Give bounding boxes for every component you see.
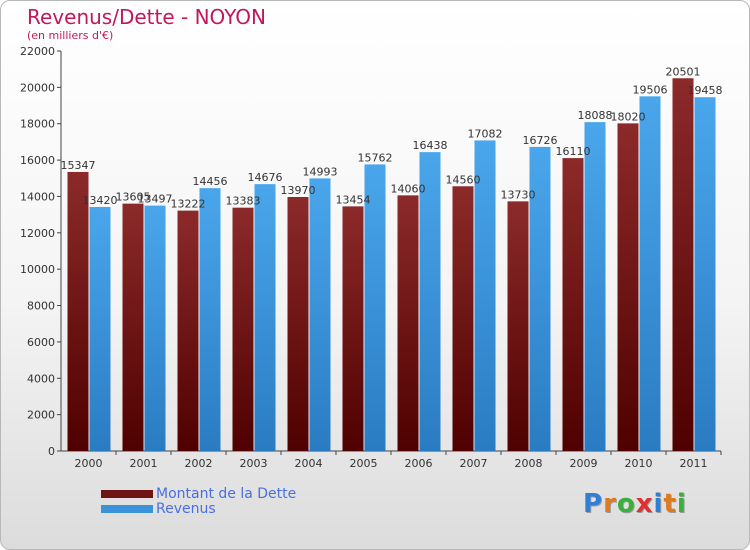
x-tick-label: 2004 [295, 457, 323, 470]
bar-revenus [199, 188, 221, 451]
x-tick-label: 2006 [405, 457, 433, 470]
data-label-revenus: 14993 [303, 165, 338, 178]
bars-layer [67, 78, 716, 452]
y-tick-label: 8000 [27, 300, 55, 313]
bar-revenus [474, 140, 496, 451]
data-label-dette: 15347 [61, 159, 96, 172]
data-label-dette: 18020 [611, 110, 646, 123]
logo-letter: i [676, 489, 687, 519]
bar-revenus [364, 164, 386, 451]
legend-label-dette: Montant de la Dette [156, 486, 297, 502]
data-label-revenus: 16438 [413, 139, 448, 152]
bar-revenus [419, 152, 441, 452]
y-tick-label: 10000 [20, 263, 55, 276]
legend-label-revenus: Revenus [156, 501, 216, 517]
bar-dette [342, 206, 364, 451]
data-label-dette: 16110 [556, 145, 591, 158]
data-label-revenus: 14676 [248, 171, 283, 184]
bar-revenus [584, 122, 606, 452]
x-tick-label: 2001 [130, 457, 158, 470]
x-tick-label: 2003 [240, 457, 268, 470]
bar-revenus [309, 178, 331, 451]
y-tick-label: 14000 [20, 190, 55, 203]
data-label-revenus: 15762 [358, 151, 393, 164]
bar-dette [672, 78, 694, 451]
data-label-dette: 14560 [446, 173, 481, 186]
logo-letter: r [603, 489, 617, 519]
x-tick-label: 2007 [460, 457, 488, 470]
bar-dette [177, 210, 199, 451]
y-tick-label: 2000 [27, 409, 55, 422]
data-label-revenus: 13497 [138, 193, 173, 206]
data-label-revenus: 19506 [633, 83, 668, 96]
data-label-revenus: 19458 [688, 84, 723, 97]
data-label-dette: 13730 [501, 188, 536, 201]
y-tick-label: 6000 [27, 336, 55, 349]
x-tick-label: 2009 [570, 457, 598, 470]
bar-dette [122, 203, 144, 451]
y-tick-label: 16000 [20, 154, 55, 167]
chart-title: Revenus/Dette - NOYON [27, 5, 267, 29]
logo-letter: P [583, 489, 604, 519]
bar-dette [452, 186, 474, 452]
x-tick-label: 2002 [185, 457, 213, 470]
x-tick-label: 2000 [75, 457, 103, 470]
x-tick-label: 2008 [515, 457, 543, 470]
data-label-dette: 13454 [336, 193, 371, 206]
logo-letter: x [635, 489, 654, 519]
data-label-dette: 13383 [226, 195, 261, 208]
y-tick-label: 4000 [27, 372, 55, 385]
data-label-revenus: 13420 [83, 194, 118, 207]
bar-revenus [694, 97, 716, 451]
y-tick-label: 0 [48, 445, 55, 458]
bar-revenus [254, 184, 276, 451]
legend-swatch-revenus [101, 505, 153, 513]
bar-revenus [144, 205, 166, 451]
logo-letter: t [663, 489, 677, 519]
data-label-revenus: 17082 [468, 127, 503, 140]
data-label-revenus: 16726 [523, 134, 558, 147]
bar-revenus [639, 96, 661, 451]
x-tick-label: 2011 [680, 457, 708, 470]
bar-dette [617, 123, 639, 451]
y-tick-label: 20000 [20, 81, 55, 94]
data-label-dette: 20501 [666, 65, 701, 78]
data-label-dette: 13970 [281, 184, 316, 197]
logo-letter: i [653, 489, 664, 519]
x-tick-label: 2010 [625, 457, 653, 470]
data-label-dette: 13605 [116, 191, 151, 204]
axes: 0 2000 4000 6000 8000 10000 12000 14000 16000 180… [20, 45, 722, 470]
data-label-revenus: 18088 [578, 109, 613, 122]
legend-swatch-dette [101, 490, 153, 498]
x-tick-label: 2005 [350, 457, 378, 470]
bar-dette [67, 171, 89, 452]
logo-letter: o [616, 489, 636, 519]
y-tick-label: 18000 [20, 118, 55, 131]
bar-revenus [89, 207, 111, 451]
bar-dette [397, 195, 419, 451]
data-label-dette: 14060 [391, 182, 426, 195]
bar-revenus [529, 146, 551, 451]
data-label-dette: 13222 [171, 198, 206, 211]
proxiti-logo: Proxiti [583, 489, 687, 519]
bar-dette [287, 197, 309, 451]
bar-dette [507, 201, 529, 451]
chart-subtitle: (en milliers d'€) [27, 29, 114, 42]
bar-dette [232, 207, 254, 451]
y-tick-label: 12000 [20, 227, 55, 240]
data-label-revenus: 14456 [193, 175, 228, 188]
y-tick-label: 22000 [20, 45, 55, 58]
bar-dette [562, 158, 584, 451]
